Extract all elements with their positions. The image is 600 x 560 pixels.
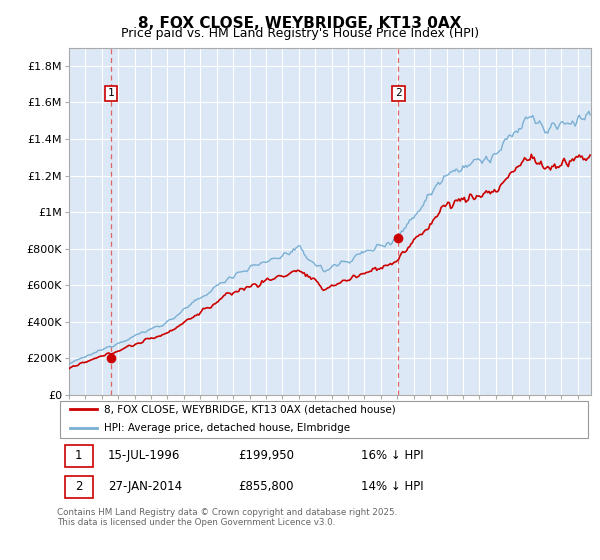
FancyBboxPatch shape (59, 401, 589, 438)
Text: £199,950: £199,950 (239, 450, 295, 463)
Text: 1: 1 (107, 88, 114, 99)
Text: 8, FOX CLOSE, WEYBRIDGE, KT13 0AX: 8, FOX CLOSE, WEYBRIDGE, KT13 0AX (139, 16, 461, 31)
FancyBboxPatch shape (65, 476, 93, 497)
Text: 2: 2 (395, 88, 402, 99)
Text: 1: 1 (75, 450, 83, 463)
Text: 14% ↓ HPI: 14% ↓ HPI (361, 480, 424, 493)
Text: £855,800: £855,800 (239, 480, 294, 493)
Text: Contains HM Land Registry data © Crown copyright and database right 2025.
This d: Contains HM Land Registry data © Crown c… (57, 508, 397, 528)
Text: HPI: Average price, detached house, Elmbridge: HPI: Average price, detached house, Elmb… (104, 423, 350, 433)
Text: 27-JAN-2014: 27-JAN-2014 (108, 480, 182, 493)
FancyBboxPatch shape (65, 445, 93, 466)
Text: 15-JUL-1996: 15-JUL-1996 (108, 450, 180, 463)
Text: Price paid vs. HM Land Registry's House Price Index (HPI): Price paid vs. HM Land Registry's House … (121, 27, 479, 40)
Text: 8, FOX CLOSE, WEYBRIDGE, KT13 0AX (detached house): 8, FOX CLOSE, WEYBRIDGE, KT13 0AX (detac… (104, 404, 396, 414)
Text: 16% ↓ HPI: 16% ↓ HPI (361, 450, 424, 463)
Text: 2: 2 (75, 480, 83, 493)
